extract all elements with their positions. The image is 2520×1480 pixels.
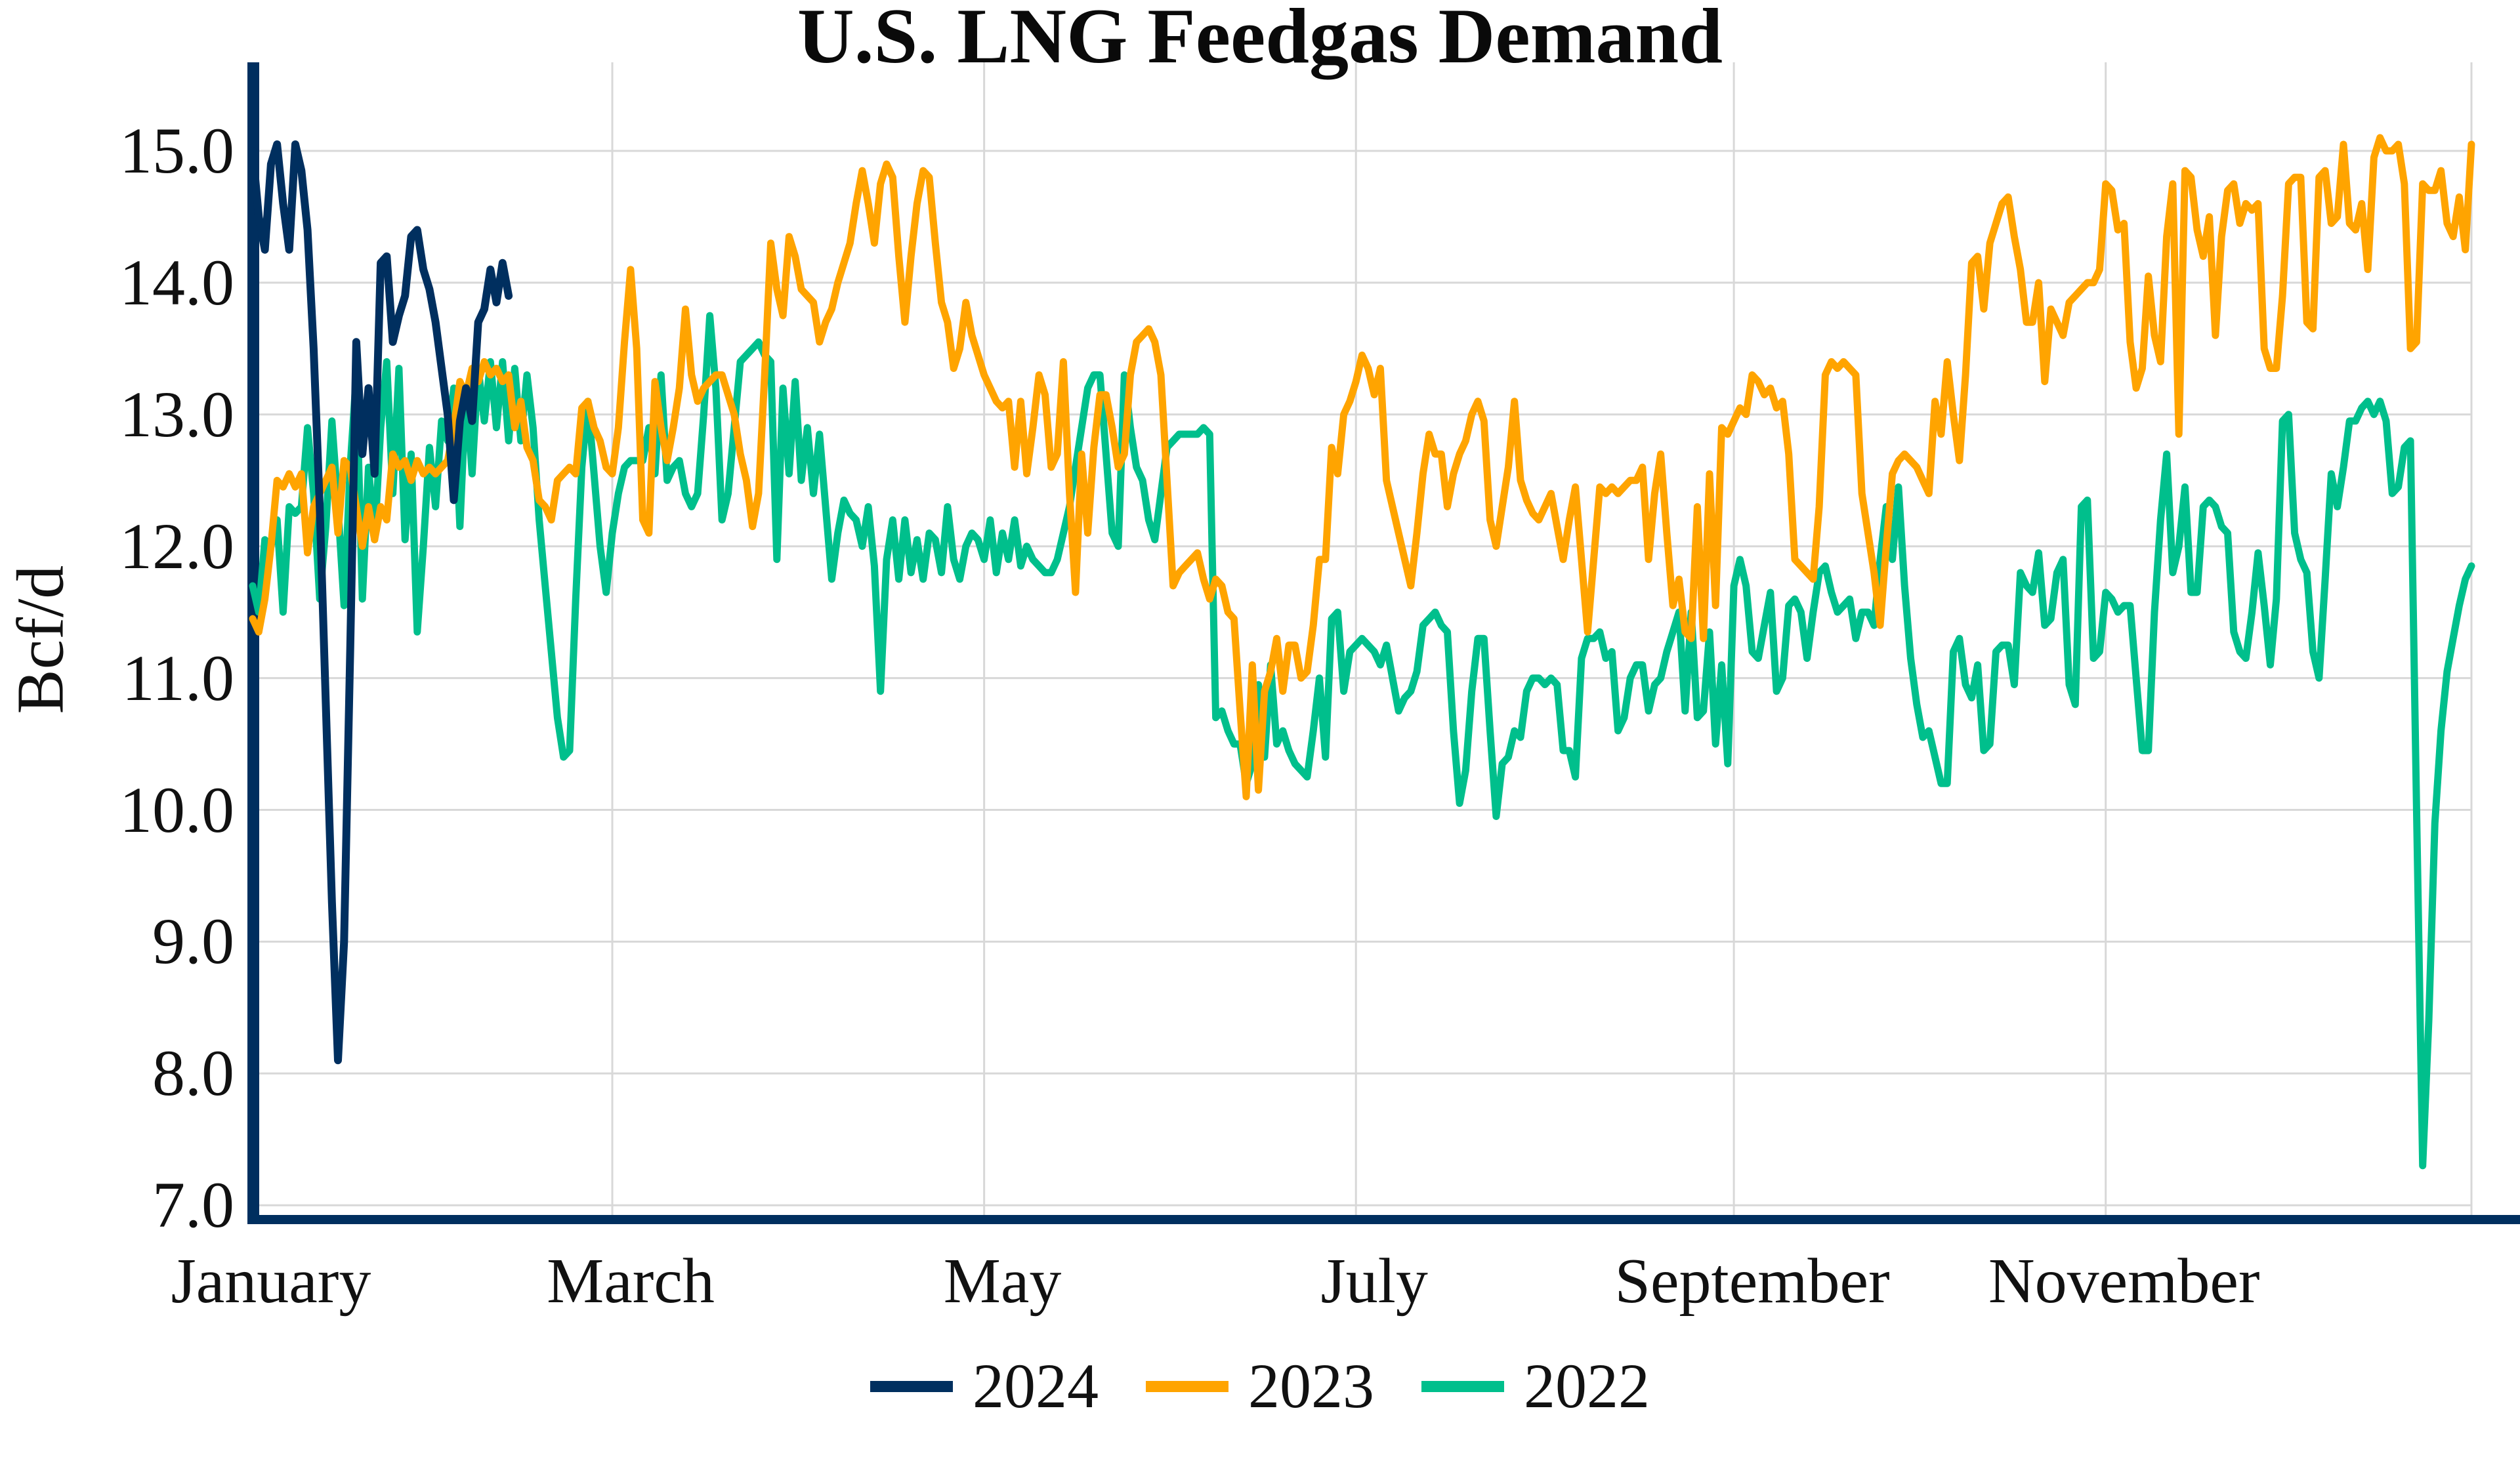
series-2024-line	[249, 140, 513, 1065]
y-tick-label-14.0: 14.0	[119, 245, 234, 319]
y-tick-label-11.0: 11.0	[121, 641, 234, 714]
x-tick-label-july: July	[1320, 1246, 1428, 1317]
legend-swatch-2024	[870, 1380, 953, 1392]
x-tick-label-may: May	[943, 1246, 1062, 1317]
y-tick-label-9.0: 9.0	[152, 905, 234, 978]
x-tick-label-september: September	[1614, 1246, 1890, 1317]
y-tick-label-8.0: 8.0	[152, 1037, 234, 1110]
legend-label-2023: 2023	[1248, 1351, 1374, 1421]
y-tick-label-10.0: 10.0	[119, 773, 234, 846]
y-tick-label-13.0: 13.0	[119, 377, 234, 451]
x-tick-label-march: March	[547, 1246, 715, 1317]
y-axis-line	[247, 62, 259, 1224]
legend: 2024 2023 2022	[0, 1350, 2520, 1422]
x-axis-line	[247, 1215, 2520, 1224]
y-tick-label-12.0: 12.0	[119, 509, 234, 583]
y-tick-label-7.0: 7.0	[152, 1168, 234, 1242]
legend-item-2024: 2024	[870, 1350, 1099, 1422]
x-tick-label-january: January	[171, 1246, 371, 1317]
series-2023-line	[249, 134, 2475, 800]
legend-label-2024: 2024	[973, 1351, 1099, 1421]
legend-item-2023: 2023	[1146, 1350, 1374, 1422]
series-2022-line	[249, 312, 2475, 1170]
y-tick-label-15.0: 15.0	[119, 114, 234, 187]
legend-swatch-2023	[1146, 1380, 1228, 1392]
x-tick-label-november: November	[1988, 1246, 2260, 1317]
legend-label-2022: 2022	[1524, 1351, 1650, 1421]
legend-swatch-2022	[1421, 1380, 1504, 1392]
chart-title: U.S. LNG Feedgas Demand	[797, 0, 1723, 79]
legend-item-2022: 2022	[1421, 1350, 1650, 1422]
